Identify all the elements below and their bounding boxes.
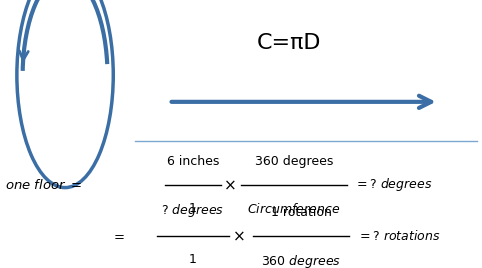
Text: $\mathit{360\ degrees}$: $\mathit{360\ degrees}$: [261, 253, 341, 268]
Text: C=πD: C=πD: [257, 33, 321, 53]
Text: 360 degrees: 360 degrees: [255, 155, 333, 168]
Text: 1 rotation: 1 rotation: [271, 206, 332, 219]
Text: 1: 1: [189, 253, 197, 266]
Text: $\mathit{?\ degrees}$: $\mathit{?\ degrees}$: [161, 202, 224, 219]
Text: $\mathit{one\ floor}$$\ =$: $\mathit{one\ floor}$$\ =$: [5, 178, 82, 192]
Text: $\times$: $\times$: [223, 177, 235, 192]
Text: $=\mathit{?\ rotations}$: $=\mathit{?\ rotations}$: [357, 229, 440, 243]
Text: 6 inches: 6 inches: [167, 155, 219, 168]
Text: $\times$: $\times$: [232, 228, 245, 243]
Text: 1: 1: [189, 202, 197, 215]
Text: $=\mathit{?\ degrees}$: $=\mathit{?\ degrees}$: [354, 176, 433, 193]
Text: $=$: $=$: [111, 229, 125, 242]
Text: $\mathit{Circumference}$: $\mathit{Circumference}$: [247, 202, 341, 216]
